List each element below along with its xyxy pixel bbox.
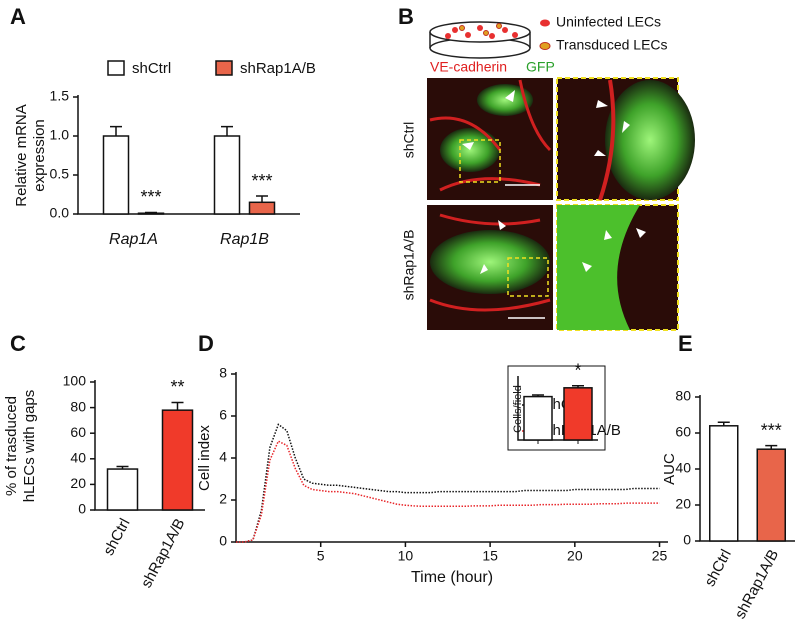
row-label: shRap1A/B [401, 230, 417, 301]
x-tick-label: 15 [482, 548, 498, 564]
x-tick-label: shRap1A/B [732, 547, 783, 622]
panel-b: Uninfected LECs Transduced LECs VE-cadhe… [401, 14, 695, 331]
bar [213, 135, 241, 215]
bar [102, 135, 130, 215]
error-bar [717, 421, 730, 426]
error-bar [532, 394, 544, 397]
y-tick-label: 0.5 [50, 166, 70, 182]
significance: ** [170, 377, 184, 397]
row-label: shCtrl [401, 122, 417, 159]
y-tick-label: 100 [63, 373, 87, 389]
error-bar [765, 444, 778, 450]
x-tick-label: 25 [652, 548, 668, 564]
bar [106, 468, 139, 511]
bar [137, 212, 165, 215]
legend-label: Uninfected LECs [556, 14, 661, 30]
y-axis-label: Cells/field [512, 385, 524, 433]
y-tick-label: 1.0 [50, 127, 70, 143]
stain-label: VE-cadherin [430, 59, 507, 75]
x-tick-label: Rap1A [109, 231, 158, 248]
y-axis-label: hLECs with gaps [21, 390, 38, 503]
y-axis-label: % of trasduced [3, 396, 20, 496]
legend-label: shRap1A/B [240, 60, 316, 77]
y-tick-label: 4 [219, 449, 227, 465]
y-tick-label: 60 [70, 424, 86, 440]
y-tick-label: 40 [675, 460, 691, 476]
panel-label: D [198, 331, 214, 356]
y-tick-label: 40 [70, 450, 86, 466]
y-tick-label: 0.0 [50, 205, 70, 221]
y-tick-label: 0 [683, 532, 691, 548]
error-bar [116, 465, 129, 470]
inset-frame [507, 365, 606, 451]
y-tick-label: 0 [219, 533, 227, 549]
y-axis-label: Cell index [196, 425, 213, 491]
legend-label: shCtrl [132, 60, 171, 77]
legend-swatch [215, 60, 233, 76]
error-bar [256, 195, 268, 203]
significance: *** [251, 171, 272, 191]
error-bar [171, 401, 184, 411]
x-tick-label: shCtrl [701, 547, 734, 590]
y-axis-label: expression [31, 119, 48, 192]
y-tick-label: 20 [70, 475, 86, 491]
y-tick-label: 2 [219, 491, 227, 507]
y-tick-label: 80 [675, 388, 691, 404]
x-tick-label: 5 [317, 548, 325, 564]
error-bar [572, 385, 584, 388]
panel-label: A [10, 4, 26, 29]
stain-label: GFP [526, 59, 555, 75]
significance: *** [761, 420, 782, 440]
legend-swatch [107, 60, 125, 76]
x-axis-label: Time (hour) [411, 569, 493, 586]
bar [161, 409, 194, 511]
y-tick-label: 60 [675, 424, 691, 440]
bar [523, 395, 553, 441]
bar [248, 201, 276, 215]
panel-label: E [678, 331, 693, 356]
legend-label: Transduced LECs [556, 37, 668, 53]
line [236, 423, 660, 543]
y-tick-label: 80 [70, 398, 86, 414]
y-axis-label: AUC [661, 453, 678, 485]
y-axis-label: Relative mRNA [13, 104, 30, 207]
bar [709, 425, 739, 542]
y-tick-label: 8 [219, 365, 227, 381]
error-bar [145, 211, 157, 214]
significance: *** [140, 187, 161, 207]
x-tick-label: shRap1A/B [138, 516, 189, 591]
error-bar [221, 125, 233, 136]
x-tick-label: 20 [567, 548, 583, 564]
y-tick-label: 20 [675, 496, 691, 512]
significance: * [574, 361, 581, 381]
error-bar [110, 125, 122, 136]
x-tick-label: 10 [398, 548, 414, 564]
x-tick-label: Rap1B [220, 231, 269, 248]
y-tick-label: 6 [219, 407, 227, 423]
y-tick-label: 1.5 [50, 88, 70, 104]
bar [756, 448, 786, 542]
y-tick-label: 0 [78, 501, 86, 517]
bar [563, 387, 593, 441]
axis [235, 372, 668, 543]
panel-label: B [398, 4, 414, 29]
x-tick-label: shCtrl [100, 516, 133, 559]
panel-label: C [10, 331, 26, 356]
line [236, 440, 660, 543]
